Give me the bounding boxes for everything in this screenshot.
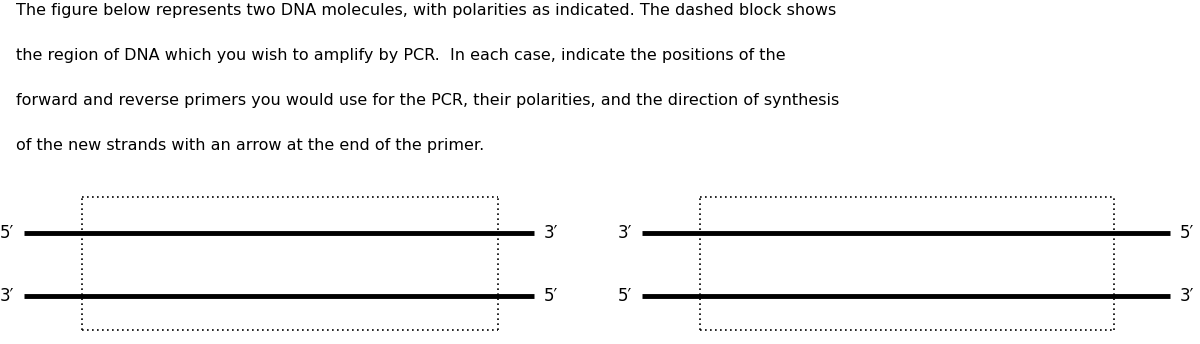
Text: 3′: 3′ xyxy=(0,287,14,305)
Text: 5′: 5′ xyxy=(618,287,632,305)
Text: 3′: 3′ xyxy=(618,224,632,242)
Text: forward and reverse primers you would use for the PCR, their polarities, and the: forward and reverse primers you would us… xyxy=(16,93,839,108)
Text: the region of DNA which you wish to amplify by PCR.  In each case, indicate the : the region of DNA which you wish to ampl… xyxy=(16,48,785,63)
Text: of the new strands with an arrow at the end of the primer.: of the new strands with an arrow at the … xyxy=(16,138,484,153)
Text: 5′: 5′ xyxy=(0,224,14,242)
Text: 5′: 5′ xyxy=(1180,224,1194,242)
Text: 3′: 3′ xyxy=(544,224,558,242)
Text: 5′: 5′ xyxy=(544,287,558,305)
Text: 3′: 3′ xyxy=(1180,287,1194,305)
Text: The figure below represents two DNA molecules, with polarities as indicated. The: The figure below represents two DNA mole… xyxy=(16,3,836,19)
